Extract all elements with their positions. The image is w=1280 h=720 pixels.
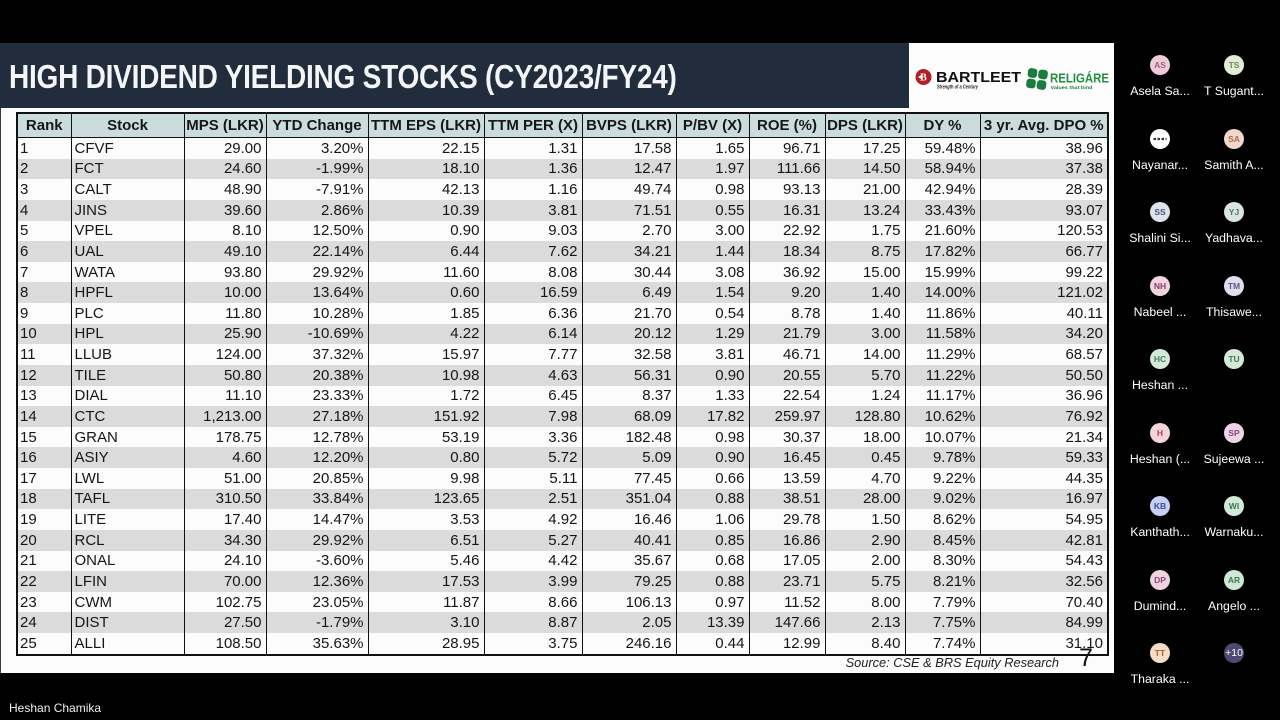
svg-text:Strength of a Century: Strength of a Century (937, 85, 979, 91)
svg-text:Values that bind: Values that bind (1051, 85, 1093, 90)
svg-text:BARTLEET: BARTLEET (936, 70, 1021, 86)
svg-text:B: B (920, 73, 927, 84)
svg-text:RELIGÁRE: RELIGÁRE (1050, 71, 1109, 86)
